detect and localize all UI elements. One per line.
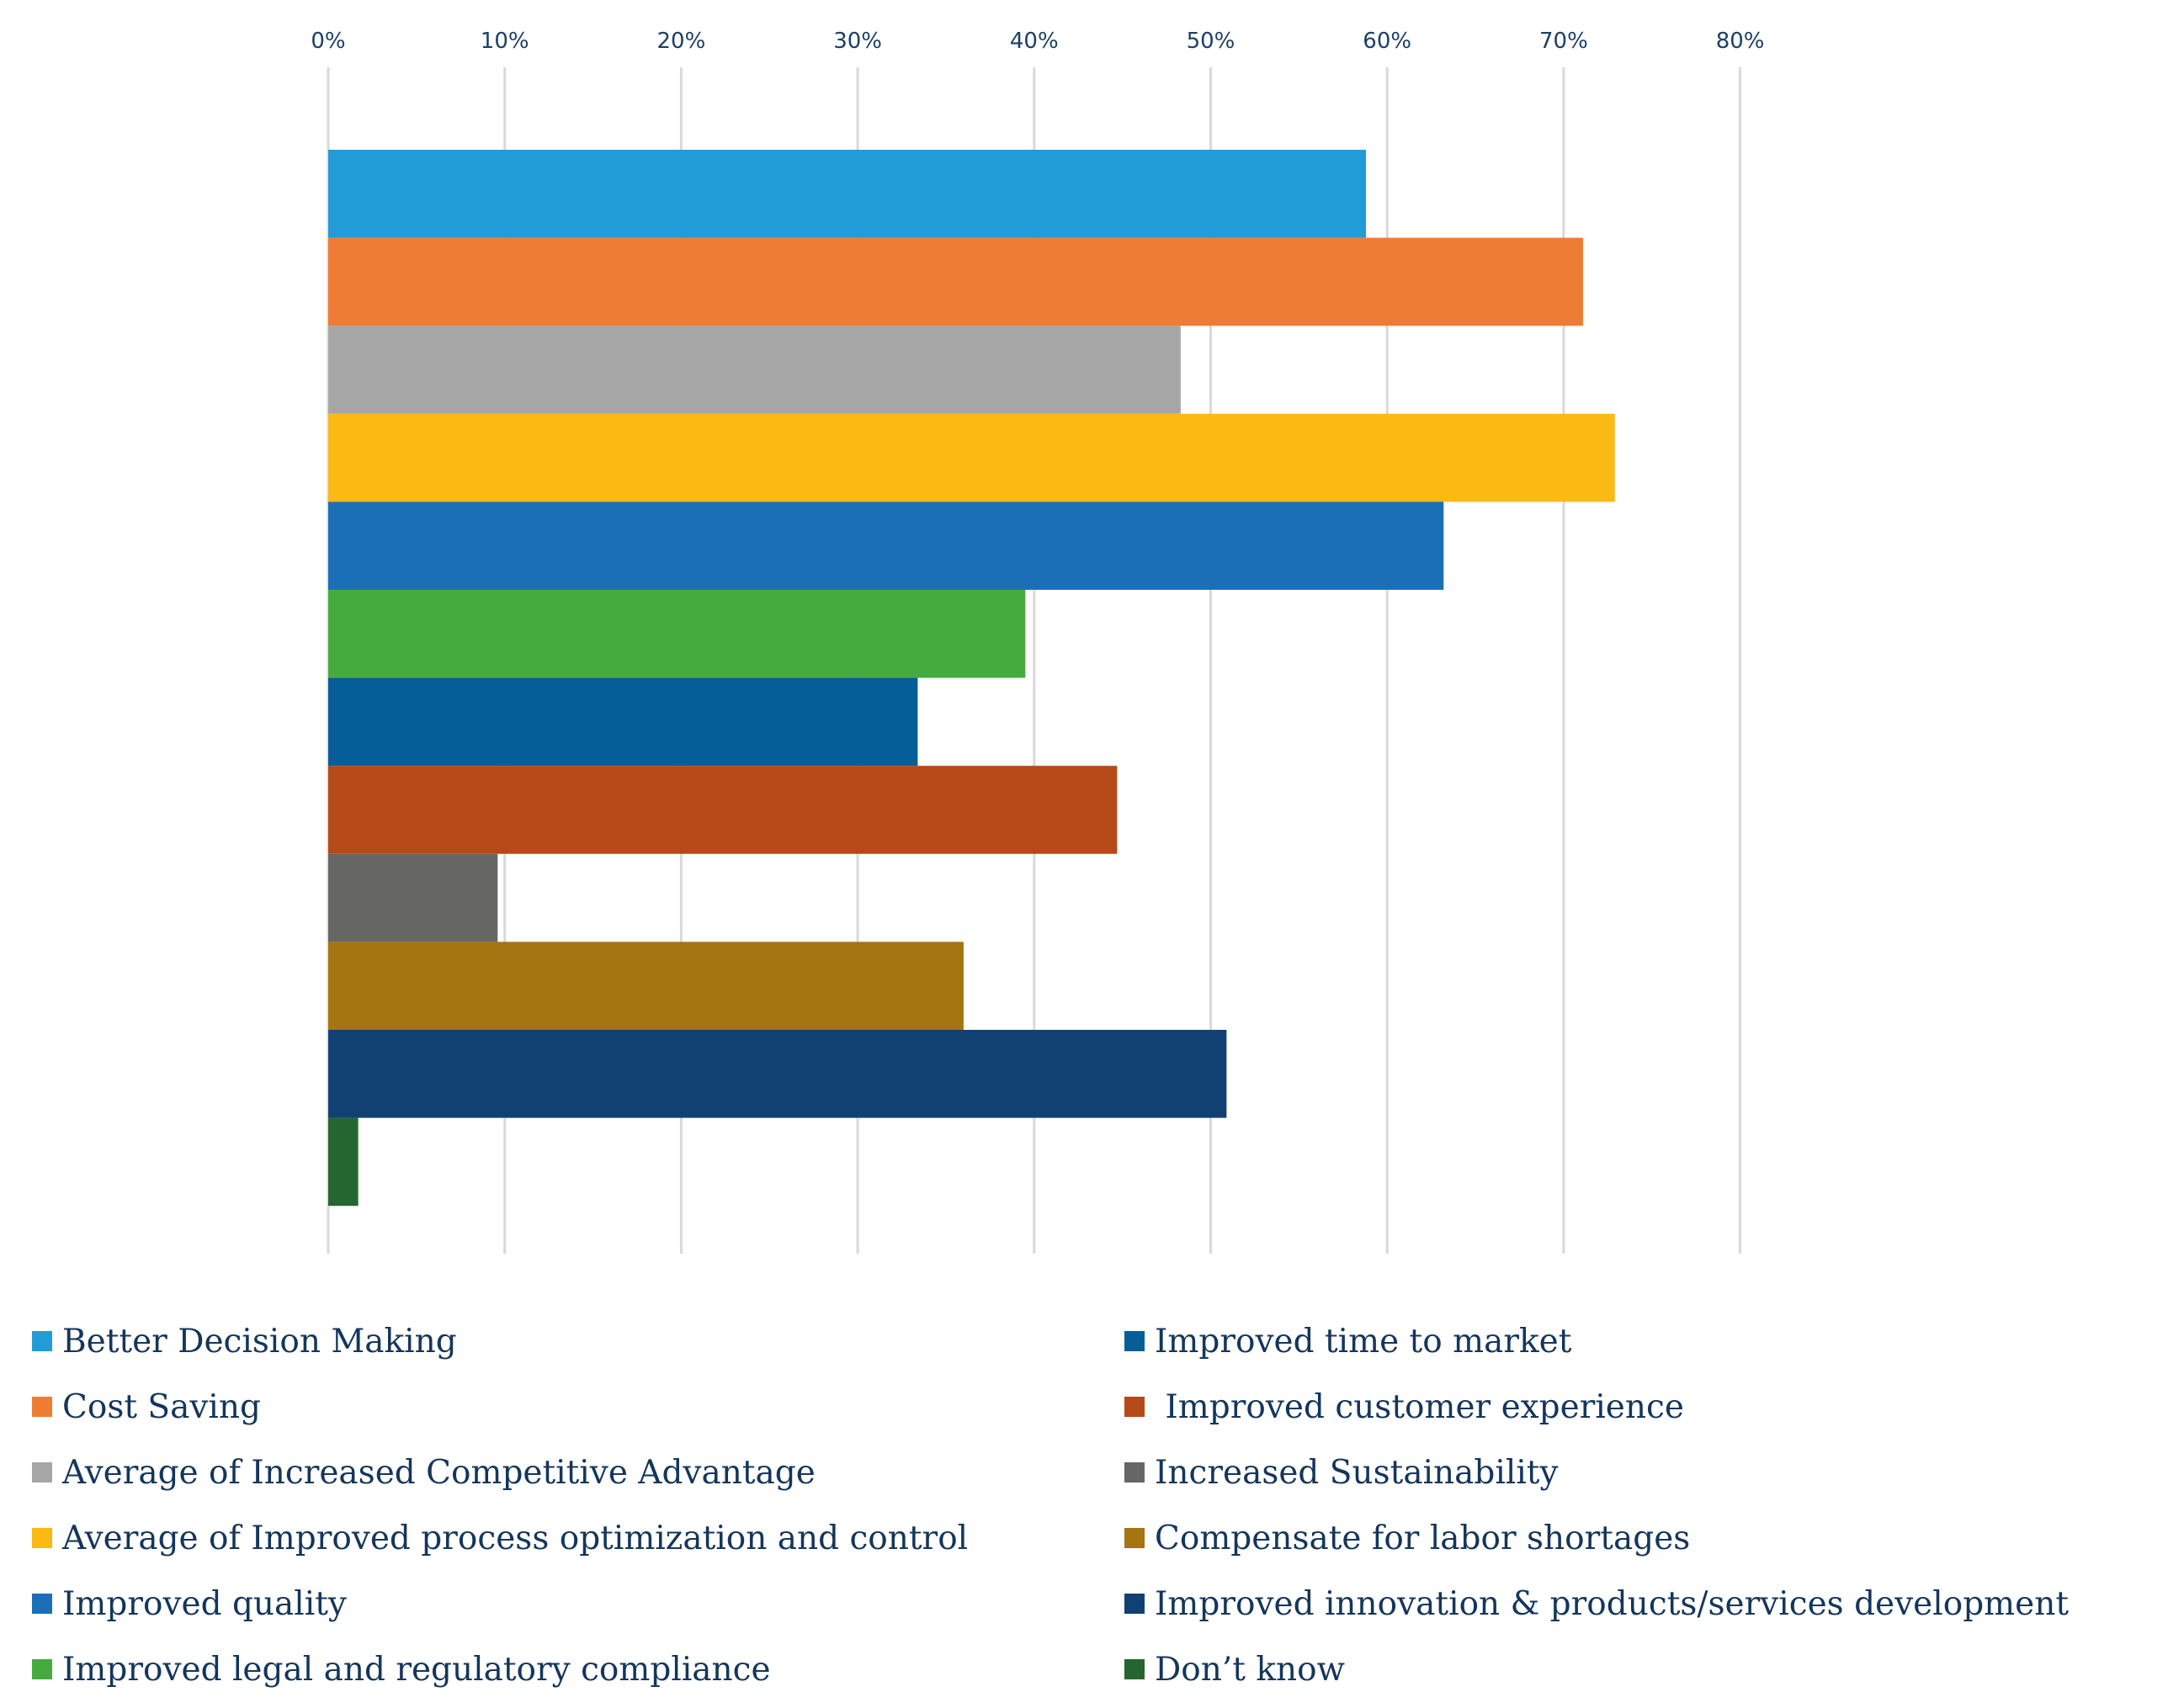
x-tick-label: 0%	[311, 29, 345, 54]
bar	[328, 501, 1444, 590]
legend-swatch	[32, 1397, 52, 1417]
legend-label: Average of Improved process optimization…	[62, 1519, 969, 1557]
legend-item: Increased Sustainability	[1124, 1447, 1559, 1498]
bar	[328, 326, 1181, 414]
legend-item: Cost Saving	[32, 1382, 261, 1432]
legend-label: Average of Increased Competitive Advanta…	[62, 1453, 816, 1492]
legend-swatch	[1124, 1397, 1145, 1417]
bar	[328, 150, 1367, 238]
x-tick-label: 20%	[657, 29, 706, 54]
legend-swatch	[32, 1594, 52, 1614]
legend-item: Don’t know	[1124, 1644, 1345, 1695]
legend-label: Better Decision Making	[62, 1322, 457, 1361]
bar	[328, 766, 1118, 854]
bar	[328, 1030, 1227, 1118]
x-tick-label: 70%	[1539, 29, 1588, 54]
legend-label: Don’t know	[1155, 1650, 1345, 1689]
bar	[328, 237, 1583, 326]
legend-swatch	[32, 1331, 52, 1351]
legend-swatch	[1124, 1528, 1145, 1548]
bars	[328, 150, 1615, 1207]
legend-swatch	[1124, 1462, 1145, 1483]
legend-item: Better Decision Making	[32, 1316, 457, 1366]
legend-label: Improved time to market	[1155, 1322, 1572, 1361]
legend-swatch	[32, 1528, 52, 1548]
bar	[328, 1117, 359, 1207]
legend-label: Improved legal and regulatory compliance	[62, 1650, 771, 1689]
bar-chart-plot: 0% 10% 20% 30% 40% 50% 60% 70% 80%	[311, 29, 1764, 1254]
legend-item: Average of Improved process optimization…	[32, 1513, 968, 1563]
bar	[328, 590, 1026, 678]
x-axis-tick-labels: 0% 10% 20% 30% 40% 50% 60% 70% 80%	[311, 29, 1764, 54]
x-tick-label: 10%	[481, 29, 529, 54]
legend-item: Average of Increased Competitive Advanta…	[32, 1447, 816, 1498]
legend-item: Improved legal and regulatory compliance	[32, 1644, 771, 1695]
legend-swatch	[32, 1462, 52, 1483]
legend-item: Improved customer experience	[1124, 1382, 1684, 1432]
x-tick-label: 60%	[1363, 29, 1411, 54]
legend-item: Improved innovation & products/services …	[1124, 1578, 2069, 1629]
legend-swatch	[1124, 1659, 1145, 1679]
legend-swatch	[32, 1659, 52, 1679]
bar	[328, 677, 918, 766]
legend-swatch	[1124, 1594, 1145, 1614]
x-tick-label: 80%	[1716, 29, 1765, 54]
x-tick-label: 50%	[1187, 29, 1235, 54]
legend-label: Cost Saving	[62, 1387, 261, 1426]
legend-label: Increased Sustainability	[1155, 1453, 1559, 1492]
legend-label: Improved innovation & products/services …	[1155, 1584, 2070, 1623]
x-tick-label: 40%	[1010, 29, 1059, 54]
bar	[328, 853, 498, 942]
legend-item: Improved quality	[32, 1578, 347, 1629]
legend-label: Improved customer experience	[1155, 1387, 1684, 1426]
bar	[328, 942, 964, 1030]
x-tick-label: 30%	[833, 29, 882, 54]
bar	[328, 413, 1615, 502]
legend-label: Improved quality	[62, 1584, 347, 1623]
legend-label: Compensate for labor shortages	[1155, 1519, 1691, 1557]
legend-swatch	[1124, 1331, 1145, 1351]
legend-item: Compensate for labor shortages	[1124, 1513, 1690, 1563]
legend-item: Improved time to market	[1124, 1316, 1571, 1366]
